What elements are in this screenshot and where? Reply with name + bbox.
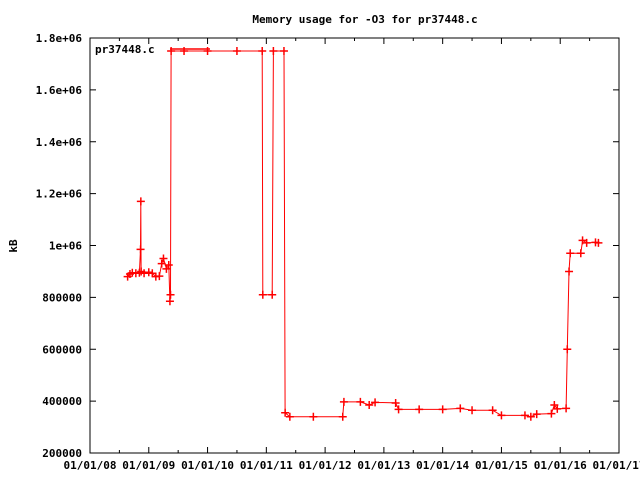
y-tick-label: 1.6e+06 [36, 84, 83, 97]
data-point-marker [468, 406, 477, 415]
y-tick-label: 1.8e+06 [36, 32, 83, 45]
data-point-marker [232, 46, 241, 55]
data-point-marker [136, 245, 145, 254]
data-point-marker [391, 398, 400, 407]
series-group [123, 46, 603, 421]
data-point-marker [553, 404, 562, 413]
data-point-marker [488, 406, 497, 415]
x-tick-label: 01/01/08 [64, 459, 117, 472]
data-point-marker [497, 411, 506, 420]
data-point-marker [164, 260, 173, 269]
x-tick-label: 01/01/16 [534, 459, 587, 472]
axis-ticks: 1.8e+06 1.6e+06 1.4e+06 1.2e+06 1e+06 800000 6… [36, 32, 640, 472]
data-point-marker [258, 46, 267, 55]
data-point-marker [339, 397, 348, 406]
data-point-marker [166, 290, 175, 299]
y-tick-label: 200000 [42, 447, 82, 460]
data-point-marker [338, 412, 347, 421]
data-point-marker [576, 249, 585, 258]
data-point-marker [155, 272, 164, 281]
chart-title: Memory usage for -O3 for pr37448.c [252, 13, 477, 26]
data-point-marker [258, 290, 267, 299]
data-point-marker [269, 46, 278, 55]
y-tick-label: 400000 [42, 395, 82, 408]
data-point-marker [438, 405, 447, 414]
data-point-marker [456, 404, 465, 413]
x-tick-label: 01/01/09 [122, 459, 175, 472]
y-tick-label: 600000 [42, 343, 82, 356]
data-point-marker [279, 46, 288, 55]
data-point-marker [562, 404, 571, 413]
y-tick-label: 1.4e+06 [36, 136, 83, 149]
data-point-marker [157, 259, 166, 268]
data-point-marker [394, 405, 403, 414]
x-tick-label: 01/01/11 [240, 459, 293, 472]
data-point-marker [309, 412, 318, 421]
data-point-marker [526, 412, 535, 421]
series-line [127, 50, 599, 418]
y-tick-label: 800000 [42, 291, 82, 304]
data-point-marker [565, 267, 574, 276]
data-point-marker [285, 412, 294, 421]
data-point-marker [365, 401, 374, 410]
x-tick-label: 01/01/13 [357, 459, 410, 472]
y-axis-label: kB [7, 239, 20, 253]
legend-label: pr37448.c [95, 43, 155, 56]
x-tick-label: 01/01/12 [299, 459, 352, 472]
data-point-marker [566, 249, 575, 258]
x-tick-label: 01/01/17 [593, 459, 640, 472]
y-tick-label: 1e+06 [49, 240, 82, 253]
data-point-marker [159, 254, 168, 263]
data-point-marker [547, 409, 556, 418]
data-point-marker [144, 268, 153, 277]
data-point-marker [582, 238, 591, 247]
x-tick-label: 01/01/10 [181, 459, 234, 472]
data-point-marker [136, 197, 145, 206]
data-point-marker [594, 238, 603, 247]
data-point-marker [563, 345, 572, 354]
y-tick-label: 1.2e+06 [36, 188, 83, 201]
plot-frame [89, 37, 620, 454]
data-point-marker [532, 410, 541, 419]
data-point-marker [203, 46, 212, 55]
data-point-marker [281, 408, 290, 417]
data-point-marker [520, 411, 529, 420]
data-point-marker [371, 398, 380, 407]
data-point-marker [140, 269, 149, 278]
x-tick-label: 01/01/14 [416, 459, 469, 472]
data-point-marker [180, 46, 189, 55]
data-point-marker [415, 405, 424, 414]
x-tick-label: 01/01/15 [475, 459, 528, 472]
data-point-marker [356, 397, 365, 406]
data-point-marker [167, 46, 176, 55]
data-point-marker [268, 290, 277, 299]
data-point-marker [578, 236, 587, 245]
